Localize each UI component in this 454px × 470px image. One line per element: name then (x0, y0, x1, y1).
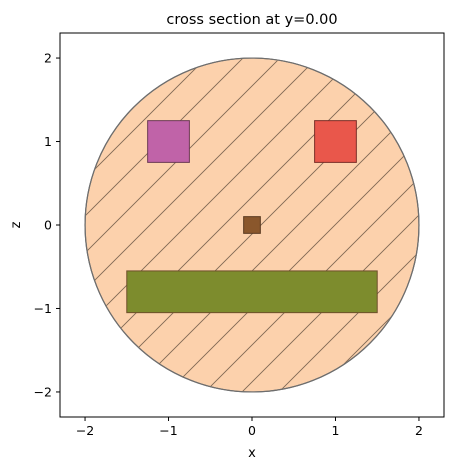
y-tick-label: 0 (44, 218, 52, 233)
box-magenta (148, 121, 190, 163)
x-axis-ticks: −2 −1 0 1 2 (76, 417, 423, 438)
y-tick-label: −2 (34, 384, 52, 399)
y-axis-ticks: −2 −1 0 1 2 (34, 51, 60, 400)
chart-title: cross section at y=0.00 (166, 12, 337, 28)
hatch-line (445, 0, 454, 470)
x-tick-label: −1 (159, 423, 177, 438)
y-tick-label: 1 (44, 134, 52, 149)
x-tick-label: 2 (415, 423, 423, 438)
x-tick-label: 0 (248, 423, 256, 438)
x-tick-label: 1 (332, 423, 340, 438)
slab-olive (127, 271, 377, 313)
box-brown (244, 217, 261, 234)
y-axis-label: z (9, 221, 24, 228)
y-tick-label: −1 (34, 301, 52, 316)
x-axis-label: x (248, 446, 256, 461)
hatch-line (0, 0, 40, 470)
box-red (315, 121, 357, 163)
x-tick-label: −2 (76, 423, 94, 438)
hatch-line (0, 0, 3, 470)
y-tick-label: 2 (44, 51, 52, 66)
